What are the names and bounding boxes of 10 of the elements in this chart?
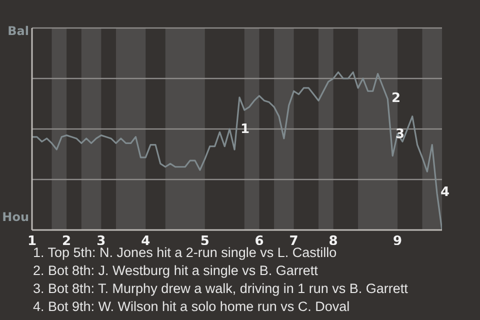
x-tick-label: 9 <box>393 234 402 250</box>
text: Bal <box>6 24 29 38</box>
annotation: 2 <box>390 90 402 108</box>
annotation: 3 <box>394 126 406 144</box>
annotation: 4 <box>439 184 451 202</box>
text: 4. Bot 9th: W. Wilson hit a solo home run vs C. Doval <box>33 298 351 316</box>
text: 3. Bot 8th: T. Murphy drew a walk, driving in 1 run vs B. Garrett <box>33 280 408 298</box>
text: 2. Bot 8th: J. Westburg hit a single vs B. Garrett <box>33 262 319 280</box>
text: Hou <box>1 210 29 224</box>
annotation: 1 <box>239 121 251 139</box>
